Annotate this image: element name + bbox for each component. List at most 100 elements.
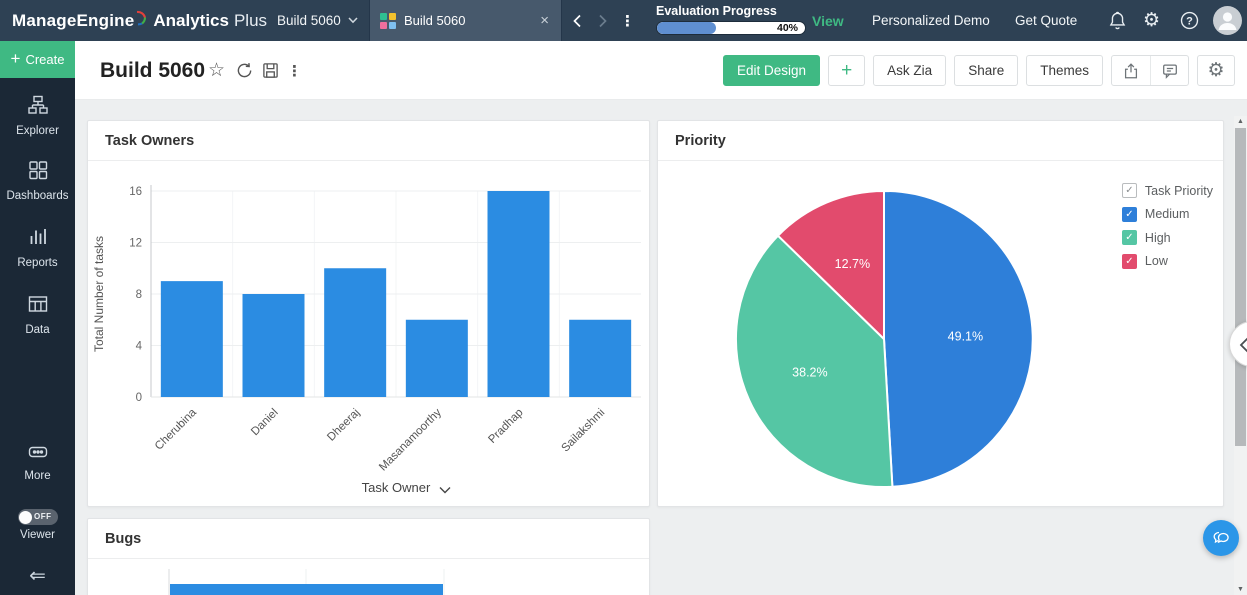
bugs-chart[interactable] (88, 559, 649, 595)
nav-back-icon[interactable] (572, 0, 582, 41)
svg-text:Total Number of tasks: Total Number of tasks (92, 236, 106, 352)
side-panel-toggle[interactable] (1229, 321, 1247, 367)
pie-legend: ✓ Task Priority ✓ Medium ✓ High ✓ Low (1121, 179, 1213, 274)
sidebar-item-label: Data (25, 324, 50, 336)
card-priority: Priority 49.1% 38.2% 12.7% ✓ Task Priority… (657, 120, 1224, 507)
sidebar-item-dashboards[interactable]: Dashboards (0, 159, 75, 202)
notifications-bell-icon[interactable] (1107, 0, 1128, 41)
save-icon[interactable] (262, 41, 279, 100)
help-icon[interactable]: ? (1179, 0, 1200, 41)
workspace-dropdown-label: Build 5060 (277, 13, 341, 28)
chevron-down-icon (348, 17, 358, 24)
bar-sailakshmi[interactable] (569, 319, 632, 397)
pie-slice-low[interactable] (777, 190, 885, 340)
create-button-label: Create (25, 52, 65, 67)
legend-row-low[interactable]: ✓ Low (1121, 250, 1213, 274)
scroll-up-icon[interactable]: ▲ (1237, 118, 1244, 125)
add-report-button[interactable]: + (828, 55, 866, 86)
left-sidebar: + Create Explorer Dashboards Reports Dat… (0, 41, 75, 595)
checkbox-icon[interactable]: ✓ (1121, 230, 1137, 246)
create-button[interactable]: + Create (0, 41, 75, 78)
svg-text:4: 4 (136, 341, 143, 353)
viewer-label: Viewer (20, 529, 55, 541)
personalized-demo-link[interactable]: Personalized Demo (872, 13, 990, 28)
legend-label: High (1144, 230, 1171, 245)
legend-row-high[interactable]: ✓ High (1121, 226, 1213, 250)
toggle-knob (19, 510, 32, 524)
nav-forward-icon[interactable] (598, 0, 608, 41)
avatar-image (1213, 6, 1242, 35)
sidebar-item-data[interactable]: Data (0, 293, 75, 336)
svg-text:Daniel: Daniel (249, 407, 281, 439)
card-title: Priority (675, 132, 726, 149)
bar-pradhap[interactable] (487, 191, 550, 397)
evaluation-progress-bar: 40% (656, 21, 806, 35)
export-icon[interactable] (1112, 56, 1150, 85)
chat-support-button[interactable] (1203, 520, 1239, 556)
legend-row-task-priority[interactable]: ✓ Task Priority (1121, 179, 1213, 203)
refresh-icon[interactable] (236, 41, 253, 100)
viewer-toggle[interactable]: OFF (17, 509, 58, 525)
priority-pie-chart[interactable]: 49.1% 38.2% 12.7% (658, 161, 1223, 508)
tab-more-menu-icon[interactable]: ⋮ (620, 12, 635, 30)
card-header: Bugs (88, 519, 649, 559)
themes-button[interactable]: Themes (1026, 55, 1103, 86)
workspace-dropdown[interactable]: Build 5060 (277, 0, 358, 41)
sidebar-item-label: Dashboards (6, 190, 69, 202)
user-avatar[interactable] (1213, 0, 1242, 41)
share-button[interactable]: Share (954, 55, 1019, 86)
card-title: Task Owners (105, 132, 195, 149)
scrollbar-thumb[interactable] (1235, 128, 1246, 446)
svg-text:Cherubina: Cherubina (153, 406, 199, 452)
svg-text:Dheeraj: Dheeraj (325, 407, 362, 444)
viewer-toggle-item[interactable]: OFF Viewer (0, 509, 75, 541)
svg-text:12: 12 (129, 238, 142, 250)
bar-masanamoorthy[interactable] (405, 319, 468, 397)
task-owners-chart[interactable]: 0 4 8 12 16 Total Number of tasks Cherubina Dan… (88, 161, 649, 508)
svg-text:Task Owner: Task Owner (362, 480, 431, 495)
data-table-icon (28, 296, 47, 312)
svg-text:8: 8 (136, 289, 142, 301)
bar-dheeraj[interactable] (324, 268, 387, 397)
sidebar-item-explorer[interactable]: Explorer (0, 94, 75, 137)
brand-plus: Plus (233, 10, 268, 30)
title-more-menu-icon[interactable]: ⋮ (287, 62, 302, 80)
chat-bubbles-icon (1213, 531, 1229, 544)
tab-close-icon[interactable]: × (540, 12, 549, 29)
toggle-state-label: OFF (34, 512, 52, 521)
checkbox-icon[interactable]: ✓ (1121, 206, 1137, 222)
checkbox-icon[interactable]: ✓ (1121, 183, 1137, 199)
brand-analytics: Analytics (153, 10, 229, 30)
bar-daniel[interactable] (242, 294, 305, 397)
page-title: Build 5060 (100, 59, 206, 82)
tab-label: Build 5060 (404, 13, 466, 28)
svg-text:Pradhap: Pradhap (486, 407, 525, 446)
legend-row-medium[interactable]: ✓ Medium (1121, 203, 1213, 227)
get-quote-link[interactable]: Get Quote (1015, 13, 1078, 28)
evaluation-progress: Evaluation Progress 40% (656, 4, 806, 35)
sidebar-item-more[interactable]: More (0, 443, 75, 482)
reports-barchart-icon (30, 229, 46, 244)
brand-manageengine: ManageEngine (12, 10, 135, 30)
bar-cherubina[interactable] (160, 281, 223, 397)
svg-text:Masanamoorthy: Masanamoorthy (377, 406, 444, 473)
legend-label: Medium (1144, 207, 1190, 222)
comments-icon[interactable] (1150, 56, 1188, 85)
brand-swoosh-icon (135, 10, 148, 26)
edit-design-button[interactable]: Edit Design (723, 55, 821, 86)
pie-slice-high[interactable] (735, 234, 894, 489)
ask-zia-button[interactable]: Ask Zia (873, 55, 947, 86)
pie-slice-medium[interactable] (883, 189, 1034, 488)
settings-gear-icon[interactable]: ⚙ (1143, 10, 1161, 31)
evaluation-view-link[interactable]: View (812, 12, 844, 29)
dashboard-canvas: Task Owners 0 4 8 12 16 Total Number of tasks… (75, 100, 1247, 595)
sidebar-item-reports[interactable]: Reports (0, 226, 75, 269)
checkbox-icon[interactable]: ✓ (1121, 253, 1137, 269)
dashboard-settings-gear-icon[interactable]: ⚙ (1197, 55, 1235, 86)
evaluation-progress-percent: 40% (776, 22, 798, 34)
favorite-star-icon[interactable]: ☆ (208, 60, 226, 81)
collapse-sidebar-icon[interactable]: ⇐ (29, 565, 46, 587)
tab-build-5060[interactable]: Build 5060 × (369, 0, 562, 41)
scroll-down-icon[interactable]: ▼ (1237, 586, 1244, 593)
bugs-bar[interactable] (170, 584, 443, 595)
